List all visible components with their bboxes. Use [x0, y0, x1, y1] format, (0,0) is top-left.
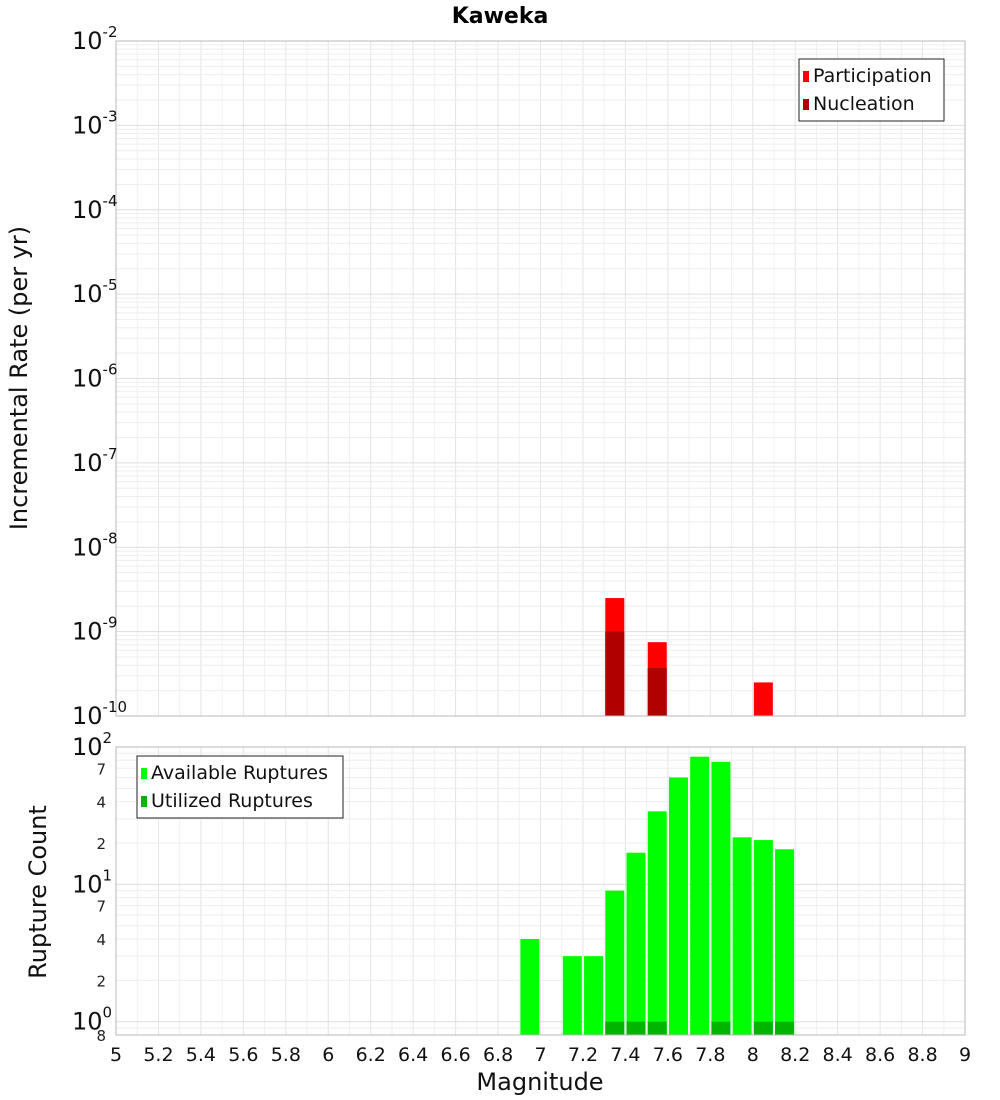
count-bar-utilized-ruptures [753, 1021, 773, 1035]
count-y-minor-tick-label: 8 [96, 1027, 106, 1045]
count-y-tick-label: 102 [72, 729, 112, 761]
count-legend-label: Utilized Ruptures [151, 790, 313, 812]
x-tick-label: 7 [534, 1044, 546, 1066]
count-bar-available-ruptures [584, 956, 604, 1035]
count-y-tick-label: 100 [72, 1004, 112, 1036]
count-legend [136, 755, 344, 819]
rate-panel: 10-2 10-3 10-4 10-5 10-6 10-7 10-8 10-9 10-10 Par… [72, 23, 966, 730]
count-plot-border [115, 746, 966, 1036]
rate-plot-border [115, 40, 966, 717]
x-tick-label: 6 [322, 1044, 334, 1066]
x-tick-label: 6.8 [483, 1044, 513, 1066]
rate-y-tick-label: 10-10 [72, 698, 127, 730]
rate-bar-participation [753, 682, 773, 716]
count-bar-utilized-ruptures [626, 1021, 646, 1035]
count-bar-available-ruptures [775, 849, 795, 1035]
rate-y-tick-label: 10-4 [72, 192, 118, 224]
x-tick-label: 5.2 [143, 1044, 173, 1066]
x-tick-label: 6.4 [398, 1044, 428, 1066]
x-tick-label: 7.8 [695, 1044, 725, 1066]
rate-y-tick-label: 10-6 [72, 361, 118, 393]
top-y-axis-title: Incremental Rate (per yr) [5, 226, 33, 530]
count-bar-available-ruptures [605, 890, 625, 1035]
x-tick-label: 7.2 [568, 1044, 598, 1066]
rate-bar-nucleation [605, 631, 625, 716]
x-tick-label: 6.2 [356, 1044, 386, 1066]
rate-y-tick-label: 10-2 [72, 23, 118, 55]
count-y-minor-tick-label: 7 [96, 760, 106, 778]
x-tick-label: 5.6 [228, 1044, 258, 1066]
x-tick-label: 8.6 [865, 1044, 895, 1066]
count-bar-utilized-ruptures [775, 1021, 795, 1035]
count-y-minor-tick-label: 2 [96, 972, 106, 990]
count-bar-available-ruptures [626, 852, 646, 1035]
x-tick-label: 5.4 [186, 1044, 216, 1066]
x-tick-label: 5 [110, 1044, 122, 1066]
count-bar-available-ruptures [690, 756, 710, 1035]
rate-y-tick-label: 10-3 [72, 107, 118, 139]
x-tick-label: 5.8 [271, 1044, 301, 1066]
x-tick-label: 6.6 [440, 1044, 470, 1066]
count-bar-available-ruptures [562, 956, 582, 1035]
rate-legend-label: Nucleation [813, 93, 915, 115]
count-bar-available-ruptures [711, 761, 731, 1035]
count-legend-swatch [141, 796, 147, 807]
count-bar-utilized-ruptures [711, 1021, 731, 1035]
rate-y-tick-label: 10-5 [72, 276, 118, 308]
rate-legend [798, 58, 945, 122]
rate-legend-label: Participation [813, 65, 932, 87]
x-tick-label: 8.2 [780, 1044, 810, 1066]
count-y-minor-tick-label: 4 [96, 931, 106, 949]
count-y-minor-tick-label: 2 [96, 835, 106, 853]
rate-legend-swatch [803, 71, 809, 82]
count-y-minor-tick-label: 7 [96, 898, 106, 916]
x-tick-label: 8.4 [823, 1044, 853, 1066]
count-legend-swatch [141, 768, 147, 779]
count-bar-utilized-ruptures [647, 1021, 667, 1035]
bottom-y-axis-title: Rupture Count [24, 805, 52, 979]
count-bar-available-ruptures [732, 837, 752, 1035]
rate-y-tick-label: 10-9 [72, 614, 118, 646]
count-legend-label: Available Ruptures [151, 762, 328, 784]
count-panel: 102 101 100 7 4 2 7 4 2 8 Available Ruptures Utiliz… [72, 729, 971, 1066]
chart-title: Kaweka [452, 4, 549, 29]
x-tick-label: 8.8 [907, 1044, 937, 1066]
count-bar-available-ruptures [647, 811, 667, 1035]
count-bar-utilized-ruptures [605, 1021, 625, 1035]
rate-legend-swatch [803, 99, 809, 110]
x-tick-label: 8 [747, 1044, 759, 1066]
rate-y-tick-label: 10-8 [72, 529, 118, 561]
count-y-minor-tick-label: 4 [96, 794, 106, 812]
x-tick-label: 7.6 [653, 1044, 683, 1066]
rate-y-tick-label: 10-7 [72, 445, 118, 477]
x-tick-label: 9 [959, 1044, 971, 1066]
count-y-tick-label: 101 [72, 866, 112, 898]
x-axis-title: Magnitude [476, 1068, 603, 1096]
x-tick-label: 7.4 [610, 1044, 640, 1066]
count-bar-available-ruptures [753, 840, 773, 1035]
count-bar-available-ruptures [668, 777, 688, 1035]
rate-bar-nucleation [647, 668, 667, 716]
count-bar-available-ruptures [520, 939, 540, 1035]
